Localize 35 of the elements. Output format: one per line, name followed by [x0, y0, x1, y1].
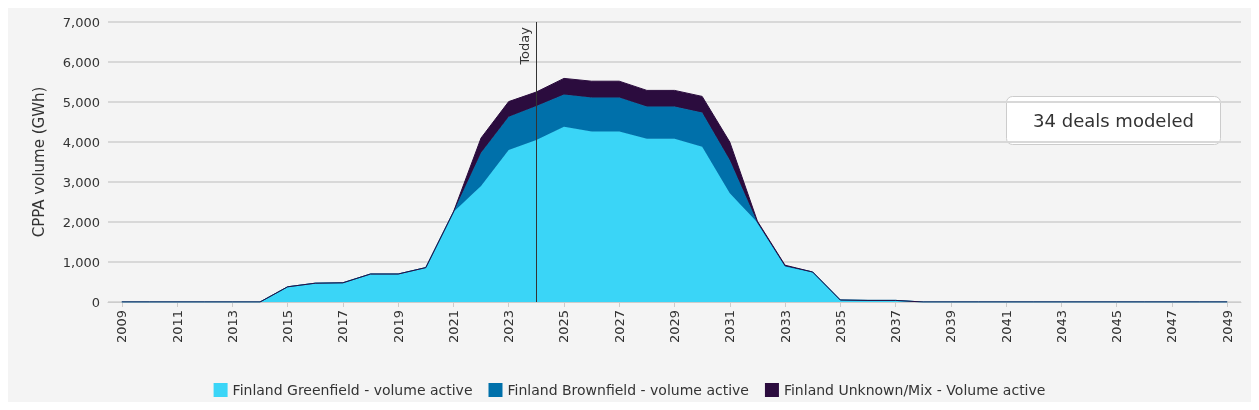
x-tick-label: 2023: [501, 310, 517, 344]
x-tick-label: 2029: [667, 310, 682, 344]
x-tick-label: 2027: [611, 310, 627, 344]
x-tick-label: 2009: [114, 310, 130, 344]
ref-line-label: Today: [517, 26, 533, 66]
x-tick-label: 2017: [335, 310, 351, 344]
x-tick-label: 2013: [224, 310, 240, 344]
x-tick-label: 2043: [1053, 310, 1069, 344]
legend-label: Finland Brownfield - volume active: [507, 382, 749, 398]
x-tick-label: 2041: [998, 310, 1014, 344]
x-tick-label: 2021: [445, 310, 461, 344]
x-tick-label: 2049: [1219, 310, 1235, 344]
x-tick-label: 2045: [1109, 310, 1125, 344]
y-tick-label: 7,000: [62, 14, 100, 30]
y-tick-label: 2,000: [62, 214, 100, 230]
y-tick-label: 4,000: [62, 134, 100, 150]
x-tick-label: 2035: [832, 310, 848, 344]
x-tick-label: 2011: [169, 310, 185, 344]
x-tick-label: 2019: [390, 310, 406, 344]
y-tick-label: 3,000: [62, 174, 100, 190]
annotation: 34 deals modeled: [1033, 110, 1194, 131]
x-tick-label: 2015: [280, 310, 296, 344]
legend-label: Finland Greenfield - volume active: [232, 382, 473, 398]
x-tick-label: 2031: [722, 310, 738, 344]
y-axis-title: CPPA volume (GWh): [29, 86, 48, 238]
y-tick-label: 1,000: [62, 254, 100, 270]
legend-label: Finland Unknown/Mix - Volume active: [783, 382, 1046, 398]
x-tick-label: 2047: [1164, 310, 1180, 344]
y-tick-label: 5,000: [62, 94, 100, 110]
x-tick-label: 2033: [777, 310, 793, 344]
y-tick-label: 0: [91, 294, 100, 310]
x-tick-label: 2037: [888, 310, 904, 344]
x-tick-label: 2039: [943, 310, 959, 344]
x-tick-label: 2025: [556, 310, 572, 344]
y-tick-label: 6,000: [62, 54, 100, 70]
